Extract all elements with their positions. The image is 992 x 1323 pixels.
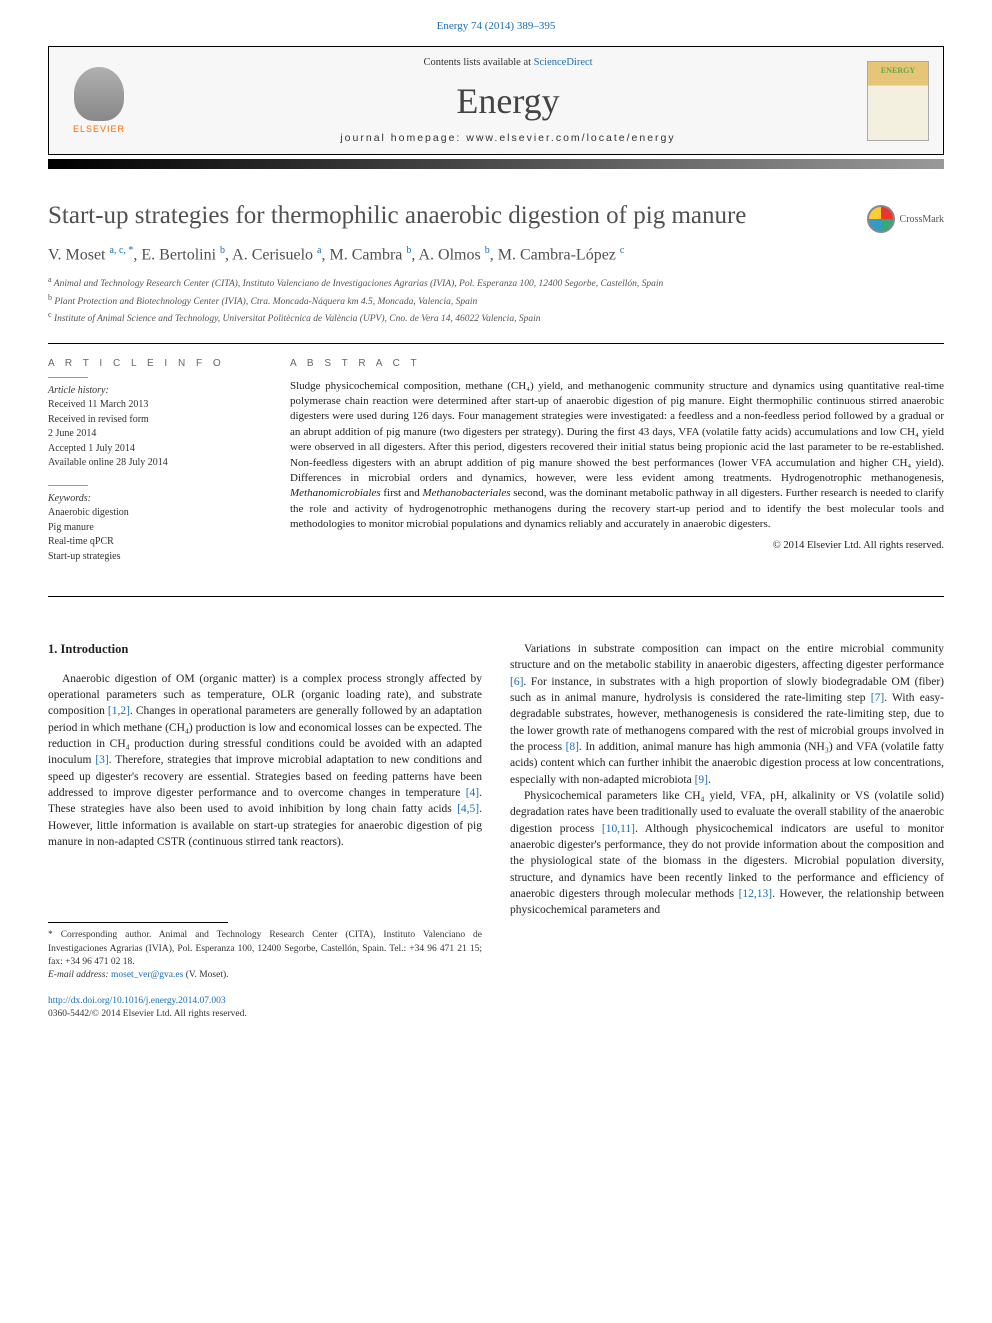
citation-line: Energy 74 (2014) 389–395	[48, 20, 944, 32]
history-line: Received 11 March 2013	[48, 398, 258, 413]
reference-link[interactable]: [1,2]	[108, 705, 130, 717]
info-subrule	[48, 377, 88, 378]
keywords-label: Keywords:	[48, 492, 258, 507]
corresponding-author-footnote: * Corresponding author. Animal and Techn…	[48, 929, 482, 982]
abstract-column: A B S T R A C T Sludge physicochemical c…	[290, 358, 944, 579]
header-gradient-bar	[48, 159, 944, 169]
corr-text: Corresponding author. Animal and Technol…	[48, 930, 482, 967]
history-label: Article history:	[48, 384, 258, 399]
keyword: Anaerobic digestion	[48, 506, 258, 521]
reference-link[interactable]: [9]	[695, 774, 708, 786]
author-list: V. Moset a, c, *, E. Bertolini b, A. Cer…	[48, 245, 944, 264]
header-center: Contents lists available at ScienceDirec…	[149, 57, 867, 144]
abstract-text: Sludge physicochemical composition, meth…	[290, 379, 944, 533]
reference-link[interactable]: [6]	[510, 676, 523, 688]
keyword: Real-time qPCR	[48, 535, 258, 550]
reference-link[interactable]: [8]	[566, 741, 579, 753]
body-paragraph: Anaerobic digestion of OM (organic matte…	[48, 671, 482, 851]
journal-header: ELSEVIER Contents lists available at Sci…	[48, 46, 944, 155]
history-line: Received in revised form	[48, 413, 258, 428]
reference-link[interactable]: [7]	[871, 692, 884, 704]
contents-prefix: Contents lists available at	[423, 57, 533, 68]
footnote-separator	[48, 922, 228, 923]
publisher-logo: ELSEVIER	[63, 61, 135, 141]
elsevier-tree-icon	[74, 67, 124, 121]
history-line: Accepted 1 July 2014	[48, 442, 258, 457]
keyword: Pig manure	[48, 521, 258, 536]
journal-title: Energy	[149, 80, 867, 122]
cover-title: ENERGY	[881, 66, 915, 75]
journal-homepage: journal homepage: www.elsevier.com/locat…	[149, 132, 867, 144]
history-line: Available online 28 July 2014	[48, 456, 258, 471]
sciencedirect-link[interactable]: ScienceDirect	[534, 57, 593, 68]
article-info-heading: A R T I C L E I N F O	[48, 358, 258, 369]
reference-link[interactable]: [3]	[95, 754, 108, 766]
reference-link[interactable]: [10,11]	[602, 823, 635, 835]
affiliations: a Animal and Technology Research Center …	[48, 274, 944, 326]
reference-link[interactable]: [4,5]	[457, 803, 479, 815]
email-person: (V. Moset).	[186, 970, 229, 980]
reference-link[interactable]: [4]	[466, 787, 479, 799]
journal-cover-thumbnail: ENERGY	[867, 61, 929, 141]
crossmark-widget[interactable]: CrossMark	[867, 205, 944, 233]
body-two-column: 1. Introduction Anaerobic digestion of O…	[48, 641, 944, 1022]
keyword: Start-up strategies	[48, 550, 258, 565]
body-paragraph: Variations in substrate composition can …	[510, 641, 944, 788]
reference-link[interactable]: [12,13]	[739, 888, 773, 900]
doi-link[interactable]: http://dx.doi.org/10.1016/j.energy.2014.…	[48, 995, 482, 1008]
article-info-sidebar: A R T I C L E I N F O Article history: R…	[48, 358, 258, 579]
article-history-block: Article history: Received 11 March 2013 …	[48, 384, 258, 471]
body-column-right: Variations in substrate composition can …	[510, 641, 944, 1022]
crossmark-icon	[867, 205, 895, 233]
issn-copyright: 0360-5442/© 2014 Elsevier Ltd. All right…	[48, 1008, 482, 1021]
corr-marker: *	[48, 930, 53, 940]
body-column-left: 1. Introduction Anaerobic digestion of O…	[48, 641, 482, 1022]
article-title: Start-up strategies for thermophilic ana…	[48, 201, 851, 231]
keywords-block: Keywords: Anaerobic digestion Pig manure…	[48, 492, 258, 565]
crossmark-label: CrossMark	[900, 214, 944, 225]
section-heading: 1. Introduction	[48, 641, 482, 659]
publisher-name: ELSEVIER	[73, 124, 125, 134]
abstract-copyright: © 2014 Elsevier Ltd. All rights reserved…	[290, 540, 944, 551]
section-rule	[48, 343, 944, 344]
history-line: 2 June 2014	[48, 427, 258, 442]
body-paragraph: Physicochemical parameters like CH₄ yiel…	[510, 788, 944, 919]
info-subrule	[48, 485, 88, 486]
contents-available-line: Contents lists available at ScienceDirec…	[149, 57, 867, 68]
abstract-heading: A B S T R A C T	[290, 358, 944, 369]
corr-email-link[interactable]: moset_ver@gva.es	[111, 970, 183, 980]
section-rule	[48, 596, 944, 597]
email-label: E-mail address:	[48, 970, 109, 980]
